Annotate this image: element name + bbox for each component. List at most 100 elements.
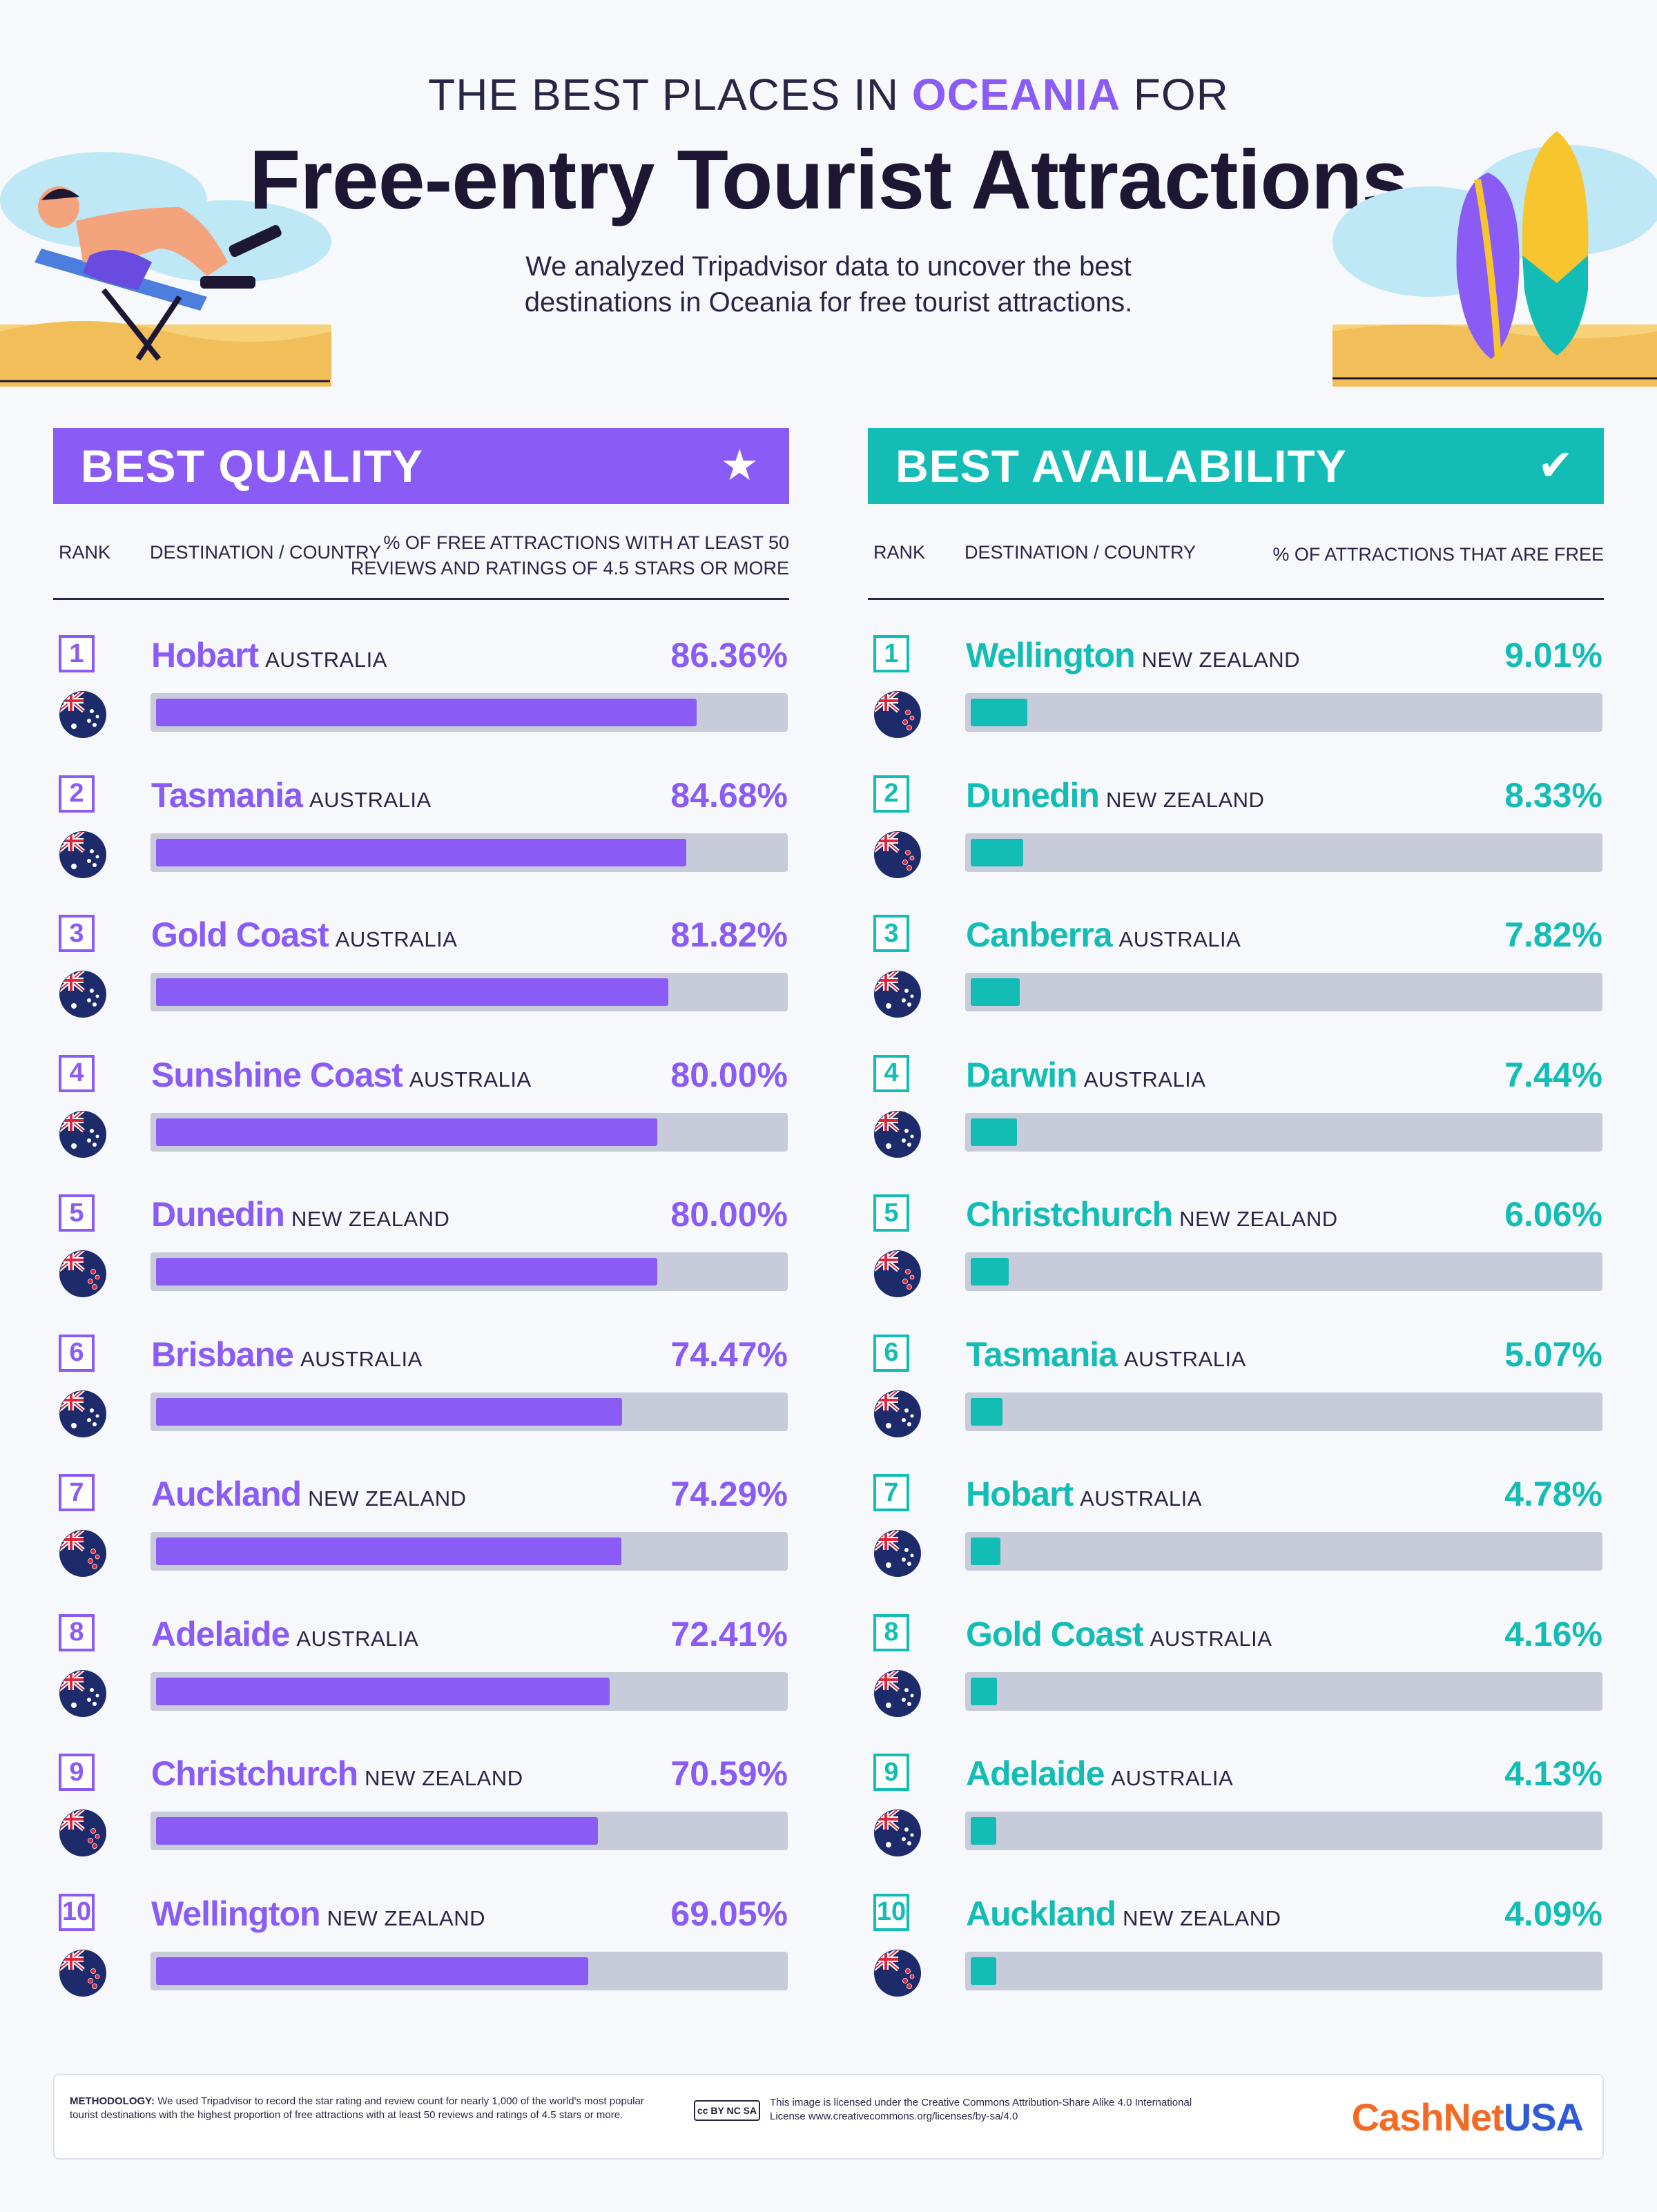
destination-label: Darwin AUSTRALIA	[966, 1055, 1205, 1095]
value-label: 4.13%	[1504, 1754, 1602, 1793]
australia-flag-icon	[874, 1530, 921, 1577]
city-name: Gold Coast	[966, 1614, 1144, 1653]
value-label: 86.36%	[670, 636, 788, 675]
pre-title: THE BEST PLACES IN OCEANIA FOR	[0, 69, 1657, 120]
city-name: Christchurch	[966, 1195, 1173, 1234]
bar	[156, 838, 687, 866]
destination-label: Wellington NEW ZEALAND	[966, 635, 1300, 675]
destination-label: Gold Coast AUSTRALIA	[151, 915, 457, 955]
ranking-row: 2 Dunedin NEW ZEALAND 8.33%	[868, 775, 1604, 893]
country-name: AUSTRALIA	[335, 927, 458, 951]
destination-label: Canberra AUSTRALIA	[966, 915, 1241, 955]
header: THE BEST PLACES IN OCEANIA FOR Free-entr…	[0, 0, 1657, 387]
bar-track	[151, 1392, 788, 1431]
new-zealand-flag-icon	[874, 691, 921, 738]
city-name: Dunedin	[966, 775, 1100, 815]
bar-track	[151, 1671, 788, 1711]
city-name: Hobart	[151, 636, 259, 675]
bar	[156, 1258, 657, 1286]
header-rule	[868, 598, 1604, 600]
rank-badge: 4	[873, 1054, 909, 1092]
country-name: AUSTRALIA	[265, 648, 387, 672]
city-name: Brisbane	[151, 1335, 294, 1374]
country-name: NEW ZEALAND	[365, 1766, 523, 1790]
destination-label: Tasmania AUSTRALIA	[966, 1335, 1246, 1375]
new-zealand-flag-icon	[59, 1949, 106, 1997]
bar-track	[151, 1252, 788, 1291]
australia-flag-icon	[59, 691, 106, 738]
australia-flag-icon	[874, 1669, 921, 1717]
country-name: NEW ZEALAND	[327, 1905, 486, 1930]
beach-lounger-illustration	[0, 152, 331, 387]
rank-badge: 10	[59, 1893, 95, 1931]
value-label: 7.82%	[1504, 915, 1602, 954]
creative-commons-badge: cc BY NC SA	[694, 2100, 760, 2121]
destination-label: Hobart AUSTRALIA	[151, 635, 387, 675]
ranking-row: 6 Tasmania AUSTRALIA 5.07%	[868, 1334, 1604, 1452]
city-name: Adelaide	[966, 1754, 1105, 1793]
country-name: AUSTRALIA	[1150, 1626, 1272, 1651]
country-name: NEW ZEALAND	[308, 1486, 467, 1511]
pre-title-accent: OCEANIA	[911, 70, 1121, 119]
destination-label: Auckland NEW ZEALAND	[966, 1894, 1281, 1934]
bar-track	[151, 833, 788, 872]
rank-column-header: RANK	[59, 542, 111, 563]
ranking-row: 6 Brisbane AUSTRALIA 74.47%	[53, 1334, 789, 1452]
value-label: 70.59%	[670, 1754, 788, 1793]
destination-label: Sunshine Coast AUSTRALIA	[151, 1055, 532, 1095]
country-name: AUSTRALIA	[409, 1067, 532, 1092]
ranking-row: 1 Hobart AUSTRALIA 86.36%	[53, 635, 789, 753]
rank-badge: 7	[873, 1474, 909, 1511]
australia-flag-icon	[59, 1390, 106, 1437]
australia-flag-icon	[59, 1110, 106, 1158]
destination-label: Christchurch NEW ZEALAND	[151, 1754, 523, 1794]
city-name: Hobart	[966, 1475, 1074, 1513]
country-name: AUSTRALIA	[296, 1626, 419, 1651]
destination-label: Adelaide AUSTRALIA	[966, 1754, 1233, 1794]
rank-badge: 2	[59, 775, 95, 813]
bar-track	[965, 1392, 1602, 1431]
australia-flag-icon	[874, 1390, 921, 1437]
country-name: NEW ZEALAND	[1123, 1905, 1281, 1930]
country-name: AUSTRALIA	[1123, 1346, 1246, 1371]
city-name: Wellington	[966, 636, 1136, 675]
bar	[156, 699, 697, 726]
bar-track	[965, 1532, 1602, 1571]
bar	[971, 1677, 997, 1705]
ranking-row: 7 Auckland NEW ZEALAND 74.29%	[53, 1474, 789, 1591]
destination-label: Gold Coast AUSTRALIA	[966, 1614, 1272, 1654]
country-name: AUSTRALIA	[1083, 1067, 1206, 1092]
new-zealand-flag-icon	[59, 1250, 106, 1297]
value-label: 80.00%	[670, 1055, 788, 1094]
bar	[971, 1397, 1002, 1426]
ranking-row: 8 Gold Coast AUSTRALIA 4.16%	[868, 1613, 1604, 1731]
value-label: 7.44%	[1504, 1055, 1602, 1094]
destination-label: Hobart AUSTRALIA	[966, 1474, 1202, 1514]
city-name: Canberra	[966, 915, 1113, 954]
ranking-row: 9 Christchurch NEW ZEALAND 70.59%	[53, 1754, 789, 1871]
destination-label: Christchurch NEW ZEALAND	[966, 1194, 1338, 1234]
bar-track	[965, 693, 1602, 732]
bar	[971, 1537, 1001, 1565]
rank-badge: 8	[59, 1613, 95, 1651]
value-label: 74.29%	[670, 1475, 788, 1513]
rank-badge: 6	[873, 1334, 909, 1372]
bar	[156, 1397, 623, 1426]
ranking-row: 7 Hobart AUSTRALIA 4.78%	[868, 1474, 1604, 1591]
value-label: 4.78%	[1504, 1475, 1602, 1513]
bar-track	[151, 1951, 788, 1990]
country-name: NEW ZEALAND	[1179, 1207, 1338, 1231]
bar-track	[965, 1671, 1602, 1711]
value-label: 4.09%	[1504, 1894, 1602, 1933]
ranking-row: 9 Adelaide AUSTRALIA 4.13%	[868, 1754, 1604, 1871]
value-label: 6.06%	[1504, 1195, 1602, 1234]
value-label: 9.01%	[1504, 636, 1602, 675]
methodology-label: METHODOLOGY:	[70, 2095, 155, 2107]
destination-column-header: DESTINATION / COUNTRY	[965, 542, 1196, 563]
country-name: AUSTRALIA	[300, 1346, 423, 1371]
checkmark-icon: ✔	[1538, 442, 1573, 489]
brand-logo-part-1: CashNet	[1351, 2095, 1504, 2139]
value-label: 8.33%	[1504, 775, 1602, 815]
australia-flag-icon	[874, 1110, 921, 1158]
metric-header-line-2: REVIEWS AND RATINGS OF 4.5 STARS OR MORE	[350, 558, 789, 579]
